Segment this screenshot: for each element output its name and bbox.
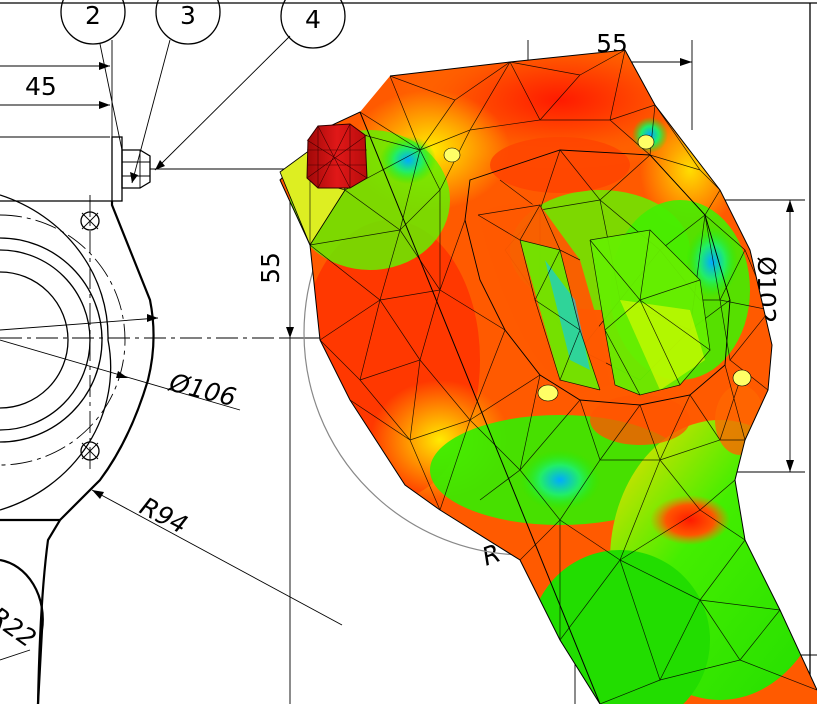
nut-detail xyxy=(111,136,290,202)
dimension-diameter-106-label: Ø106 xyxy=(166,367,239,412)
fea-stress-model xyxy=(279,49,817,704)
balloon-4: 4 xyxy=(154,0,346,171)
boss-spot xyxy=(443,147,461,163)
balloon-2: 2 xyxy=(60,0,126,151)
boss-spot xyxy=(537,384,559,402)
dimension-radius-94: R94 xyxy=(91,489,343,626)
boss-spot xyxy=(637,134,655,150)
dimension-45-label: 45 xyxy=(25,72,57,101)
balloon-2-label: 2 xyxy=(85,1,101,30)
balloon-4-label: 4 xyxy=(305,5,321,34)
boss-spot xyxy=(732,369,752,387)
dimension-55-vertical: 55 xyxy=(256,169,320,704)
dimension-radius-22-label: R22 xyxy=(0,601,41,653)
bolt-head xyxy=(306,123,368,189)
dimension-45: 45 xyxy=(0,40,113,150)
flange-outline xyxy=(0,194,290,704)
balloon-3-label: 3 xyxy=(180,1,196,30)
dimension-55-vertical-label: 55 xyxy=(256,252,285,284)
balloon-3: 3 xyxy=(130,0,221,184)
bore-interior xyxy=(464,149,731,406)
dimension-radius-22: R22 xyxy=(0,558,44,704)
dimension-radius-94-label: R94 xyxy=(135,492,192,540)
